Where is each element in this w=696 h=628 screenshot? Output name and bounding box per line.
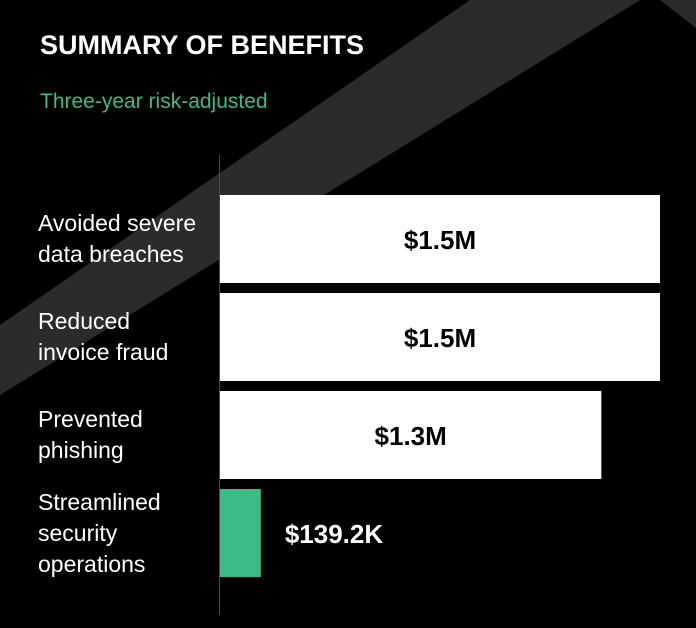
category-label: Streamlined security operations: [38, 488, 161, 577]
value-label: $1.5M: [404, 323, 476, 353]
value-label: $1.5M: [404, 225, 476, 255]
value-label: $139.2K: [285, 519, 384, 549]
bar: [220, 293, 660, 381]
value-label: $1.3M: [375, 421, 447, 451]
bar: [220, 195, 660, 283]
background-stripe: [660, 0, 696, 28]
category-label: Avoided severe data breaches: [38, 210, 197, 267]
bar: [220, 391, 602, 479]
category-label: Prevented phishing: [38, 406, 143, 463]
chart-subtitle: Three-year risk-adjusted: [40, 90, 268, 113]
chart-title: SUMMARY OF BENEFITS: [40, 30, 365, 60]
bar: [220, 489, 261, 577]
category-label: Reduced invoice fraud: [38, 308, 169, 365]
